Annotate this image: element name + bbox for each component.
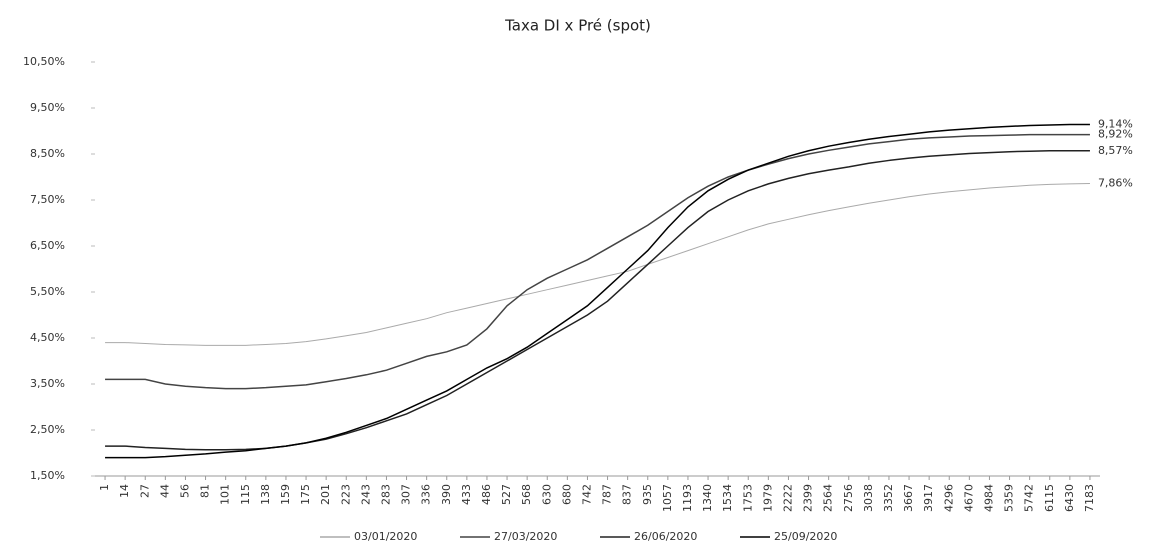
x-tick-label: 1 [98, 484, 111, 491]
x-tick-label: 486 [480, 484, 493, 505]
x-tick-label: 243 [359, 484, 372, 505]
x-tick-label: 433 [460, 484, 473, 505]
x-tick-label: 3667 [902, 484, 915, 512]
x-tick-label: 1534 [721, 484, 734, 512]
x-tick-label: 6115 [1043, 484, 1056, 512]
y-tick-label: 4,50% [30, 331, 65, 344]
x-tick-label: 27 [138, 484, 151, 498]
x-tick-label: 787 [601, 484, 614, 505]
x-tick-label: 5742 [1023, 484, 1036, 512]
x-tick-label: 1340 [701, 484, 714, 512]
x-tick-label: 101 [219, 484, 232, 505]
x-tick-label: 935 [641, 484, 654, 505]
x-tick-label: 4984 [982, 484, 995, 512]
x-tick-label: 81 [199, 484, 212, 498]
x-tick-label: 3038 [862, 484, 875, 512]
series-line [105, 182, 1090, 346]
y-tick-label: 5,50% [30, 285, 65, 298]
legend-label: 26/06/2020 [634, 530, 697, 543]
y-tick-label: 3,50% [30, 377, 65, 390]
x-tick-label: 283 [379, 484, 392, 505]
x-tick-label: 223 [339, 484, 352, 505]
x-tick-label: 630 [540, 484, 553, 505]
y-tick-label: 10,50% [23, 55, 65, 68]
x-tick-label: 4670 [962, 484, 975, 512]
x-tick-label: 201 [319, 484, 332, 505]
series-line [105, 150, 1090, 451]
x-tick-label: 138 [259, 484, 272, 505]
x-tick-label: 1753 [741, 484, 754, 512]
data-label: 7,86% [1098, 176, 1133, 189]
y-tick-label: 2,50% [30, 423, 65, 436]
x-tick-label: 56 [178, 484, 191, 498]
data-label: 8,92% [1098, 128, 1133, 141]
x-tick-label: 4296 [942, 484, 955, 512]
y-tick-label: 8,50% [30, 147, 65, 160]
legend-label: 03/01/2020 [354, 530, 417, 543]
y-tick-label: 9,50% [30, 101, 65, 114]
x-tick-label: 1057 [661, 484, 674, 512]
x-tick-label: 390 [440, 484, 453, 505]
series-line [105, 133, 1090, 390]
x-tick-label: 44 [158, 484, 171, 498]
y-tick-label: 7,50% [30, 193, 65, 206]
x-tick-label: 6430 [1063, 484, 1076, 512]
x-tick-label: 680 [560, 484, 573, 505]
x-tick-label: 3352 [882, 484, 895, 512]
x-tick-label: 2756 [842, 484, 855, 512]
x-tick-label: 115 [239, 484, 252, 505]
x-tick-label: 3917 [922, 484, 935, 512]
x-tick-label: 2222 [781, 484, 794, 512]
x-tick-label: 175 [299, 484, 312, 505]
legend-label: 25/09/2020 [774, 530, 837, 543]
x-tick-label: 14 [118, 484, 131, 498]
x-tick-label: 1193 [681, 484, 694, 512]
data-label: 8,57% [1098, 144, 1133, 157]
series-line [105, 123, 1090, 459]
chart-title: Taxa DI x Pré (spot) [504, 17, 651, 35]
data-label: 9,14% [1098, 118, 1133, 131]
x-tick-label: 5359 [1003, 484, 1016, 512]
x-tick-label: 1979 [761, 484, 774, 512]
x-tick-label: 527 [500, 484, 513, 505]
y-tick-label: 6,50% [30, 239, 65, 252]
x-tick-label: 307 [400, 484, 413, 505]
x-tick-label: 837 [621, 484, 634, 505]
x-tick-label: 2399 [802, 484, 815, 512]
x-tick-label: 7183 [1083, 484, 1096, 512]
x-tick-label: 159 [279, 484, 292, 505]
x-tick-label: 568 [520, 484, 533, 505]
y-tick-label: 1,50% [30, 469, 65, 482]
x-tick-label: 2564 [822, 484, 835, 512]
legend-label: 27/03/2020 [494, 530, 557, 543]
x-tick-label: 742 [580, 484, 593, 505]
x-tick-label: 336 [420, 484, 433, 505]
